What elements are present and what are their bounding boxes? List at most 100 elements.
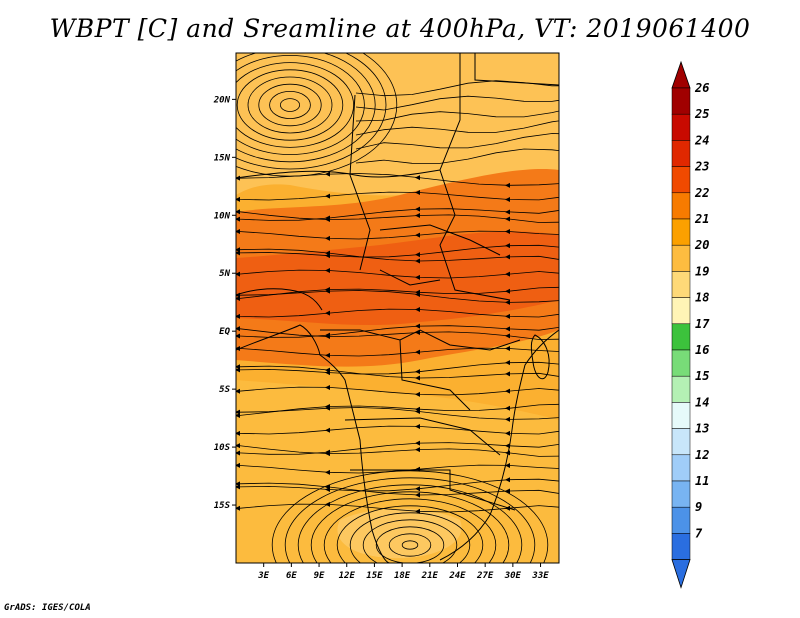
colorbar-label: 7 [695, 526, 703, 540]
coastlines-borders [236, 53, 559, 563]
streamline-arrow [415, 232, 420, 238]
lat-tick-label: 20N [213, 95, 231, 105]
colorbar-swatch [671, 166, 691, 194]
gyre-south [362, 519, 458, 563]
streamline-arrow [415, 486, 420, 492]
lon-tick-label: 12E [339, 571, 356, 581]
gyre-south [284, 477, 536, 563]
streamline-arrow [236, 247, 240, 253]
streamline-arrow [236, 196, 240, 202]
streamline-arrow [415, 391, 420, 397]
streamline-arrow [505, 196, 510, 202]
gyre-north [236, 55, 365, 155]
streamline-arrow [236, 216, 240, 222]
lon-tick-label: 6E [286, 571, 297, 581]
colorbar-swatch [671, 323, 691, 351]
chart-title: WBPT [C] and Sreamline at 400hPa, VT: 20… [49, 14, 751, 43]
streamline-arrow [505, 416, 510, 422]
streamline-arrow [325, 235, 330, 241]
streamline-arrow [236, 505, 240, 511]
lon-tick-label: 18E [394, 571, 411, 581]
gyre-south [401, 540, 419, 550]
streamline-arrow [236, 413, 240, 419]
border-central-3 [379, 269, 441, 286]
border-south-1 [344, 417, 501, 456]
streamline-arrow [415, 508, 420, 514]
lat-tick-label: 15S [214, 501, 231, 511]
border-central-2 [379, 224, 501, 256]
streamline-arrow [325, 193, 330, 199]
field-north-cool [236, 53, 559, 196]
lat-tick-label: 10S [214, 443, 231, 453]
gyre-north [258, 83, 322, 127]
lon-tick-label: 30E [504, 571, 522, 581]
colorbar-swatch [671, 349, 691, 377]
streamline-arrow [505, 371, 510, 377]
colorbar-swatch [671, 428, 691, 456]
streamline-arrow [505, 430, 510, 436]
streamline-arrow [236, 271, 240, 277]
streamline-arrow [505, 488, 510, 494]
streamline-arrow [505, 333, 510, 339]
lon-tick-label: 3E [257, 571, 269, 581]
streamline-arrow [505, 288, 510, 294]
map-frame [235, 52, 560, 564]
east-coastline [439, 329, 559, 561]
streamline-arrow [325, 501, 330, 507]
colorbar-swatch [671, 244, 691, 272]
streamline-arrow [505, 345, 510, 351]
colorbar-label: 19 [695, 264, 709, 278]
lat-tick-label: 15N [214, 153, 231, 163]
streamline-arrow [325, 352, 330, 358]
streamline [355, 133, 559, 150]
colorbar-label: 18 [695, 291, 709, 305]
streamline-arrow [325, 405, 330, 411]
gyre-south [297, 484, 523, 563]
gyre-south [349, 512, 471, 563]
streamline [355, 148, 559, 164]
streamline-arrow [415, 206, 420, 212]
streamline-arrow [415, 349, 420, 355]
streamline [355, 120, 559, 136]
streamline-arrow [325, 469, 330, 475]
streamline-arrow [236, 450, 240, 456]
gyre-north [269, 91, 311, 120]
streamline-arrow [505, 182, 510, 188]
gyre-north [247, 76, 333, 134]
gyre-north [236, 53, 398, 177]
streamline [355, 95, 559, 111]
streamline-arrow [236, 295, 240, 301]
streamline-arrow [415, 175, 420, 181]
lat-tick-label: 5N [219, 269, 230, 279]
streamline-arrow [505, 271, 510, 277]
streamline-arrow [415, 212, 420, 218]
streamline-arrow [505, 388, 510, 394]
streamline-arrow [325, 310, 330, 316]
streamline-arrow [415, 292, 420, 298]
colorbar-swatch [671, 297, 691, 325]
streamline-arrow [236, 228, 240, 234]
latitude-axis: 20N 15N 10N 5N EQ 5S 10S 15S [213, 95, 236, 511]
colorbar-bottom-arrow [671, 559, 691, 589]
streamline-arrow [236, 462, 240, 468]
colorbar-swatch [671, 218, 691, 246]
lon-tick-label: 33E [531, 571, 549, 581]
colorbar-swatch [671, 402, 691, 429]
streamline-arrow [325, 367, 330, 373]
streamline-arrow [415, 252, 420, 258]
colorbar-label: 9 [695, 500, 702, 514]
streamline-arrow [505, 313, 510, 319]
colorbar-label: 13 [695, 422, 709, 436]
gyre-south [388, 533, 432, 557]
lake-victoria [530, 334, 550, 380]
streamline-arrow [236, 333, 240, 339]
colorbar-label: 25 [694, 107, 709, 121]
streamline-arrow [325, 267, 330, 273]
streamline-arrow [505, 229, 510, 235]
streamline-arrow [415, 408, 420, 414]
streamline-arrow [415, 440, 420, 446]
streamline-arrow [505, 254, 510, 260]
colorbar-label: 16 [695, 343, 709, 357]
gyre-south [375, 526, 445, 563]
